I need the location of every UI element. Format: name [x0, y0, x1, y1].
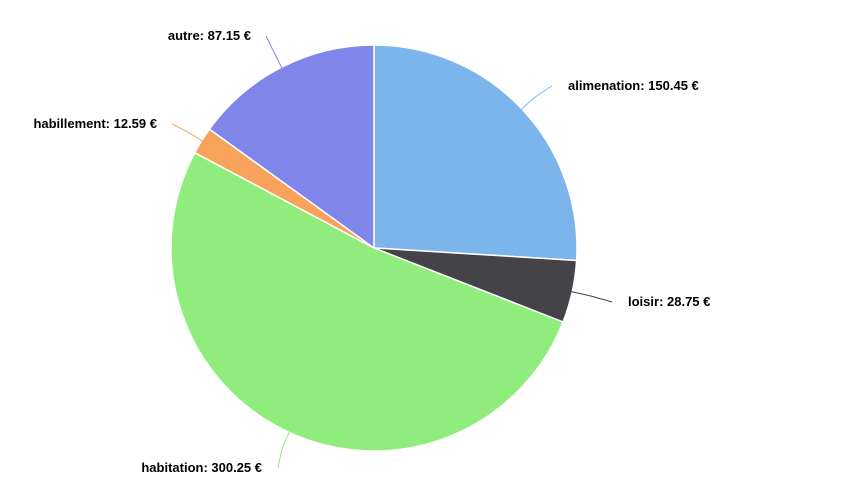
data-label-loisir: loisir: 28.75 €	[628, 294, 710, 309]
data-label-autre: autre: 87.15 €	[168, 28, 251, 43]
pie-slices	[170, 44, 578, 452]
data-labels: alimenation: 150.45 € loisir: 28.75 € habi…	[33, 28, 710, 475]
connector-loisir	[570, 290, 613, 303]
data-label-alimenation: alimenation: 150.45 €	[568, 78, 699, 93]
label-connectors	[171, 35, 613, 469]
connector-alimenation	[520, 85, 553, 111]
pie-slice-alimenation[interactable]	[373, 44, 578, 262]
data-label-habillement: habillement: 12.59 €	[33, 116, 157, 131]
data-label-habitation: habitation: 300.25 €	[141, 460, 262, 475]
connector-habitation	[277, 430, 291, 469]
connector-habillement	[171, 123, 204, 143]
connector-autre	[265, 35, 283, 70]
